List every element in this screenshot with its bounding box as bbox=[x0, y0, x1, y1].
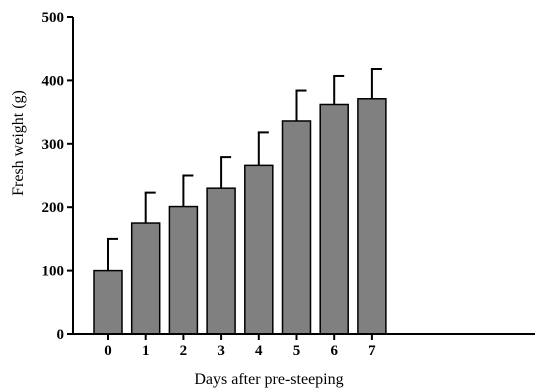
y-tick-label: 400 bbox=[42, 73, 65, 89]
y-tick-label: 500 bbox=[42, 10, 65, 26]
bar bbox=[93, 269, 123, 335]
x-tick-label: 6 bbox=[330, 343, 338, 359]
y-tick-label: 0 bbox=[57, 327, 65, 343]
bar bbox=[206, 187, 236, 335]
x-tick-label: 0 bbox=[104, 343, 112, 359]
x-tick-label: 4 bbox=[255, 343, 263, 359]
x-tick-label: 1 bbox=[142, 343, 150, 359]
bar bbox=[319, 103, 349, 335]
bars-group bbox=[93, 98, 387, 335]
x-axis-title: Days after pre-steeping bbox=[194, 371, 343, 388]
x-tick-label: 7 bbox=[368, 343, 376, 359]
y-tick-label: 200 bbox=[42, 200, 65, 216]
y-axis-title: Fresh weight (g) bbox=[10, 90, 27, 196]
error-bars-group bbox=[107, 67, 382, 271]
x-tick-label: 2 bbox=[180, 343, 188, 359]
bar bbox=[130, 222, 161, 335]
bar bbox=[281, 120, 312, 335]
x-ticks-group: 0 1 2 3 4 5 6 7 bbox=[104, 334, 376, 359]
bar bbox=[244, 164, 274, 335]
y-tick-label: 300 bbox=[42, 137, 65, 153]
x-tick-label: 5 bbox=[293, 343, 301, 359]
bar bbox=[357, 98, 387, 335]
y-ticks-group: 0 100 200 300 400 500 bbox=[42, 10, 73, 343]
y-tick-label: 100 bbox=[42, 264, 65, 280]
bar bbox=[168, 205, 199, 335]
x-tick-label: 3 bbox=[217, 343, 225, 359]
